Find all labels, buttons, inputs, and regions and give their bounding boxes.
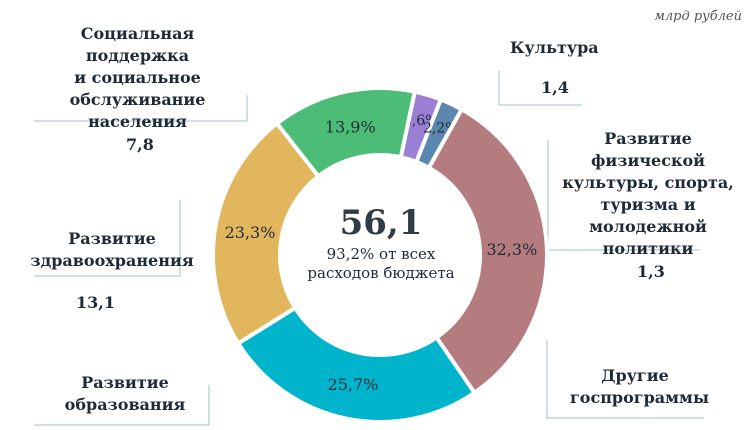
center-subtitle: 93,2% от всех расходов бюджета bbox=[286, 245, 476, 283]
label-other-line1: Другие bbox=[601, 366, 669, 385]
label-social-line3: обслуживание bbox=[69, 90, 206, 109]
slice-social bbox=[275, 86, 417, 179]
label-sport-line5: политики bbox=[602, 239, 694, 258]
label-other: Другие госпрограммы bbox=[570, 365, 709, 409]
label-culture: Культура bbox=[510, 37, 599, 59]
center-subtitle-line1: 93,2% от всех bbox=[326, 245, 436, 263]
value-sport: 1,3 bbox=[637, 262, 665, 281]
unit-label: млрд рублей bbox=[654, 9, 742, 24]
label-social-line2: и социальное bbox=[74, 68, 201, 87]
slice-health bbox=[211, 121, 321, 346]
value-social: 7,8 bbox=[126, 135, 154, 154]
label-other-line2: госпрограммы bbox=[570, 388, 709, 407]
label-education: Развитие образования bbox=[60, 372, 190, 416]
center-total: 56,1 bbox=[339, 203, 423, 243]
label-sport: Развитие физической культуры, спорта, ту… bbox=[553, 128, 743, 260]
label-social-line1: Социальная поддержка bbox=[80, 24, 195, 65]
label-education-line1: Развитие bbox=[81, 373, 169, 392]
leader-line-4 bbox=[34, 385, 210, 426]
slice-education bbox=[236, 305, 477, 424]
leader-line-1 bbox=[498, 70, 582, 106]
label-sport-line4: молодежной bbox=[589, 217, 707, 236]
value-culture: 1,4 bbox=[541, 78, 569, 97]
leader-line-0 bbox=[34, 95, 248, 122]
label-sport-line2: культуры, спорта, bbox=[562, 173, 734, 192]
slice-label-education: 25,7% bbox=[328, 375, 379, 394]
label-social: Социальная поддержка и социальное обслуж… bbox=[30, 23, 245, 133]
label-sport-line1: Развитие физической bbox=[590, 129, 706, 170]
label-sport-line3: туризма и bbox=[600, 195, 696, 214]
label-health-line1: Развитие bbox=[68, 229, 156, 248]
value-health: 13,1 bbox=[76, 293, 115, 312]
leader-line-5 bbox=[546, 340, 704, 419]
label-health-line2: здравоохранения bbox=[30, 251, 194, 270]
label-education-line2: образования bbox=[64, 395, 186, 414]
slice-label-other: 32,3% bbox=[486, 240, 537, 259]
center-subtitle-line2: расходов бюджета bbox=[307, 264, 455, 282]
label-health: Развитие здравоохранения bbox=[22, 228, 202, 272]
slice-label-health: 23,3% bbox=[225, 223, 276, 242]
slice-label-social: 13,9% bbox=[325, 117, 376, 136]
label-culture-line1: Культура bbox=[510, 38, 599, 57]
label-social-line4: населения bbox=[88, 112, 187, 131]
slice-other bbox=[426, 107, 549, 395]
leader-line-3 bbox=[34, 200, 181, 277]
